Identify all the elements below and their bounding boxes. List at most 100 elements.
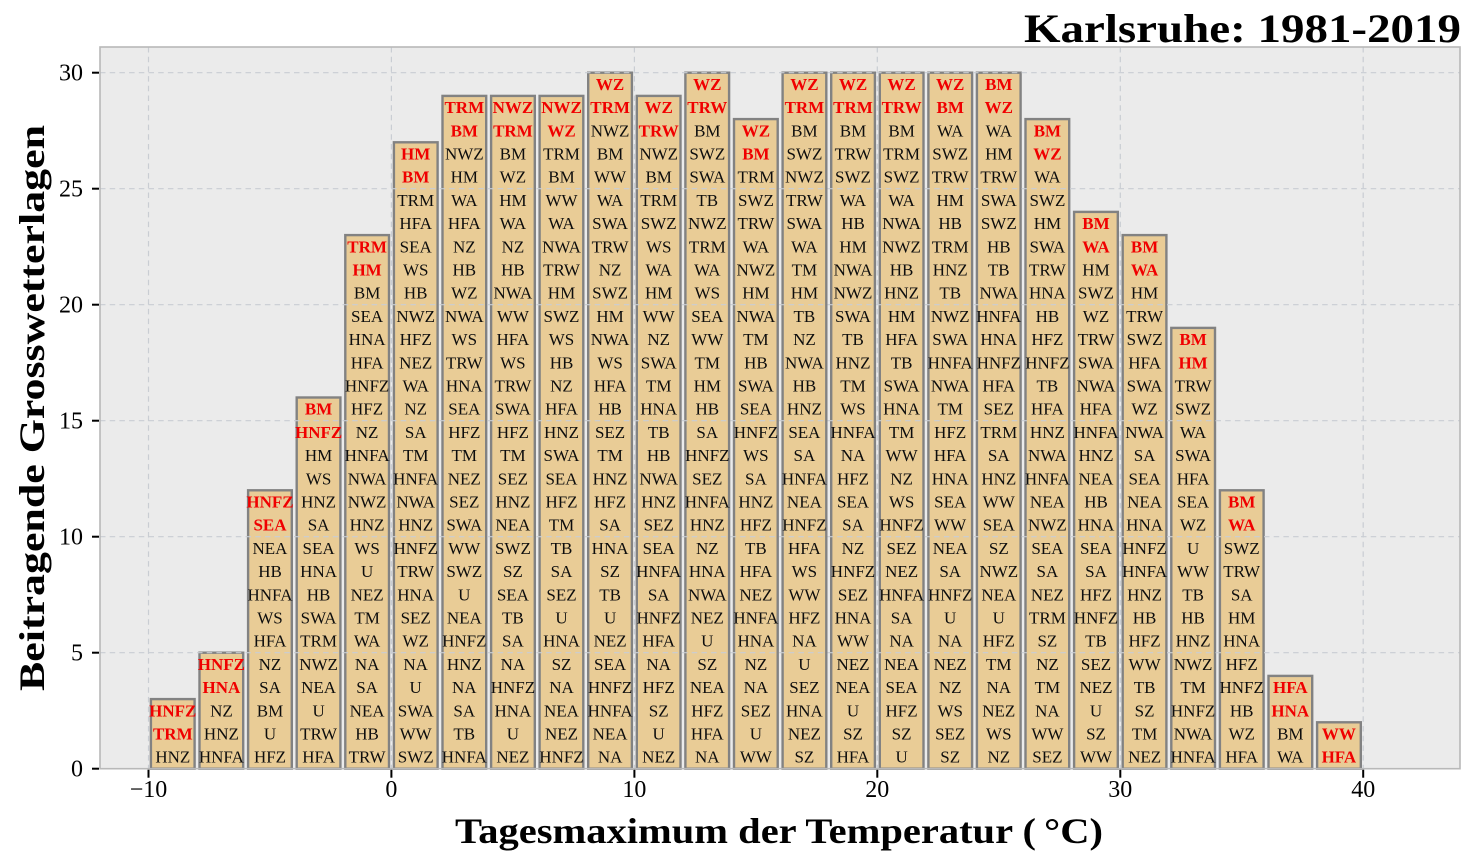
svg-text:WW: WW [400,725,433,744]
svg-text:SZ: SZ [697,655,717,674]
svg-text:TRM: TRM [153,725,193,744]
svg-text:HNA: HNA [543,632,581,651]
svg-text:HFA: HFA [740,562,773,581]
svg-text:NZ: NZ [939,678,962,697]
svg-text:NEZ: NEZ [496,748,529,767]
svg-text:Beitragende Grosswetterlagen: Beitragende Grosswetterlagen [12,125,52,691]
svg-text:NEZ: NEZ [448,469,481,488]
svg-text:WA: WA [1180,423,1207,442]
svg-text:TB: TB [842,330,864,349]
svg-text:TRW: TRW [349,748,387,767]
svg-text:HNFA: HNFA [1171,748,1217,767]
svg-text:WA: WA [597,191,624,210]
svg-text:NWA: NWA [882,214,921,233]
svg-text:SZ: SZ [892,725,912,744]
svg-text:NEA: NEA [447,609,483,628]
svg-text:U: U [555,609,567,628]
svg-text:NZ: NZ [502,237,525,256]
svg-text:WA: WA [1228,516,1256,535]
svg-text:SEZ: SEZ [935,725,965,744]
svg-text:NEA: NEA [1079,469,1115,488]
svg-text:NEA: NEA [544,701,580,720]
svg-text:NWZ: NWZ [737,261,776,280]
svg-text:WZ: WZ [1180,516,1206,535]
svg-text:SEA: SEA [351,307,384,326]
svg-text:WZ: WZ [1228,725,1254,744]
svg-text:BM: BM [1131,237,1158,256]
svg-text:NEZ: NEZ [788,725,821,744]
svg-text:NEZ: NEZ [351,585,384,604]
svg-text:BM: BM [1034,121,1061,140]
svg-text:NWA: NWA [1125,423,1164,442]
svg-text:15: 15 [59,409,83,435]
svg-text:HNZ: HNZ [398,516,433,535]
svg-text:30: 30 [1108,777,1132,803]
svg-text:BM: BM [1082,214,1109,233]
svg-text:WW: WW [497,307,530,326]
svg-text:SWZ: SWZ [544,307,580,326]
svg-text:BM: BM [985,75,1012,94]
svg-text:NWA: NWA [1077,377,1116,396]
svg-text:SEA: SEA [886,678,919,697]
svg-text:SA: SA [1085,562,1107,581]
svg-text:SEA: SEA [643,539,676,558]
svg-text:NWZ: NWZ [445,145,484,164]
svg-text:SWA: SWA [398,701,435,720]
svg-text:SEA: SEA [983,516,1016,535]
svg-text:SEZ: SEZ [886,539,916,558]
svg-text:HM: HM [694,377,721,396]
svg-text:WA: WA [1034,168,1061,187]
svg-text:SWA: SWA [301,609,338,628]
svg-text:NA: NA [695,748,720,767]
svg-text:SEA: SEA [497,585,530,604]
svg-text:NEZ: NEZ [836,655,869,674]
svg-text:TB: TB [599,585,621,604]
svg-text:WW: WW [1177,562,1210,581]
svg-text:U: U [507,725,519,744]
svg-text:HNFZ: HNFZ [442,632,486,651]
svg-text:NA: NA [889,632,914,651]
svg-text:NEZ: NEZ [1031,585,1064,604]
svg-text:HNFZ: HNFZ [1025,353,1069,372]
svg-text:WW: WW [886,446,919,465]
svg-text:WA: WA [1131,261,1159,280]
svg-text:WW: WW [1031,725,1064,744]
svg-text:WZ: WZ [887,75,915,94]
svg-text:SEA: SEA [1031,539,1064,558]
svg-text:HNA: HNA [1126,516,1164,535]
svg-text:WW: WW [837,632,870,651]
svg-text:NEZ: NEZ [1128,748,1161,767]
svg-text:HNFZ: HNFZ [295,423,342,442]
svg-text:HM: HM [451,168,478,187]
svg-text:0: 0 [71,757,83,783]
svg-text:WS: WS [597,353,623,372]
svg-text:TRW: TRW [1078,330,1116,349]
svg-text:HNZ: HNZ [544,423,579,442]
svg-text:NZ: NZ [890,469,913,488]
svg-text:SA: SA [745,469,767,488]
svg-text:NWA: NWA [834,261,873,280]
svg-text:TM: TM [840,377,866,396]
svg-text:TRW: TRW [1223,562,1261,581]
svg-text:HNZ: HNZ [884,284,919,303]
svg-text:HNZ: HNZ [495,493,530,512]
svg-text:HNA: HNA [592,539,630,558]
svg-text:WZ: WZ [402,632,428,651]
svg-text:HB: HB [890,261,914,280]
svg-text:NWA: NWA [639,469,678,488]
svg-text:HM: HM [352,261,381,280]
svg-text:NZ: NZ [1036,655,1059,674]
svg-text:BM: BM [402,168,429,187]
svg-text:NA: NA [938,632,963,651]
svg-text:SEZ: SEZ [401,609,431,628]
svg-text:SA: SA [696,423,718,442]
svg-text:SWA: SWA [981,191,1018,210]
svg-text:HFA: HFA [1128,353,1161,372]
svg-text:HNZ: HNZ [787,400,822,419]
svg-text:WS: WS [840,400,866,419]
svg-text:HNFA: HNFA [1025,469,1071,488]
svg-text:HFA: HFA [691,725,724,744]
svg-text:WS: WS [986,725,1012,744]
svg-text:NWZ: NWZ [979,562,1018,581]
svg-text:HNFA: HNFA [879,585,925,604]
